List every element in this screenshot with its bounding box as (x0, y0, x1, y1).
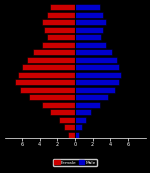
Bar (75, 64, 119, 70)
Bar (15, 79, 75, 85)
Bar (75, 117, 86, 123)
Bar (59, 117, 75, 123)
Bar (20, 87, 75, 93)
Bar (33, 49, 75, 55)
Bar (75, 57, 117, 63)
Bar (75, 124, 82, 130)
Bar (64, 124, 75, 130)
Bar (75, 87, 115, 93)
Bar (75, 4, 100, 10)
Bar (75, 34, 101, 40)
Bar (75, 109, 91, 115)
Bar (47, 12, 75, 18)
Bar (68, 132, 75, 138)
Bar (75, 19, 106, 25)
Bar (75, 49, 112, 55)
Bar (42, 19, 75, 25)
Bar (47, 34, 75, 40)
Bar (75, 132, 79, 138)
Bar (75, 27, 103, 33)
Bar (50, 109, 75, 115)
Bar (75, 79, 119, 85)
Bar (75, 12, 103, 18)
Bar (75, 94, 108, 100)
Bar (27, 57, 75, 63)
Bar (29, 94, 75, 100)
Bar (75, 42, 106, 48)
Bar (44, 27, 75, 33)
Legend: Female, Male: Female, Male (53, 159, 97, 166)
Bar (75, 102, 100, 108)
Bar (42, 102, 75, 108)
Bar (42, 42, 75, 48)
Bar (75, 72, 121, 78)
Bar (18, 72, 75, 78)
Bar (22, 64, 75, 70)
Bar (50, 4, 75, 10)
